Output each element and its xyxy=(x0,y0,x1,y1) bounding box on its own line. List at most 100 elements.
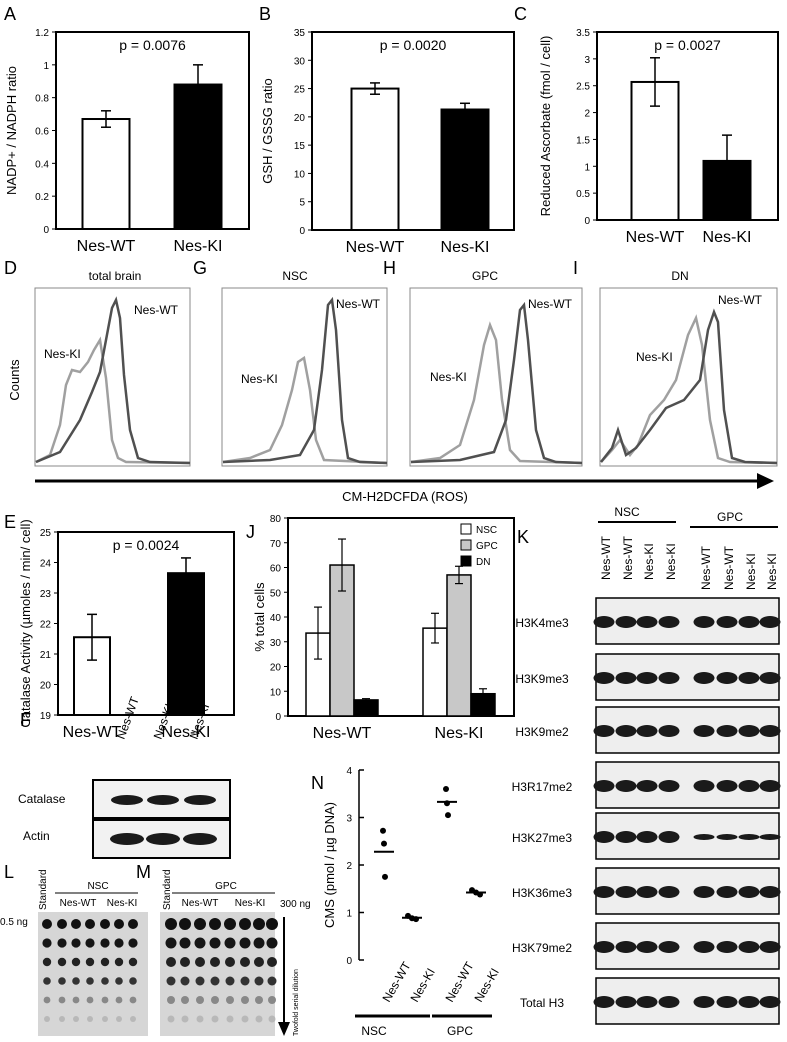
y-axis-label: % total cells xyxy=(252,582,267,652)
legend-label: DN xyxy=(476,557,490,568)
dot xyxy=(57,938,67,948)
dot xyxy=(85,919,95,929)
western-f-row-catalase: Catalase xyxy=(18,792,66,806)
western-k-band xyxy=(615,886,637,898)
dotblot-m-membrane xyxy=(160,912,275,1036)
dot xyxy=(71,957,81,967)
legend-label: GPC xyxy=(476,541,498,552)
western-k-band xyxy=(593,996,615,1008)
dot xyxy=(100,938,110,948)
western-k-band xyxy=(759,780,781,792)
y-axis-label: Reduced Ascorbate (fmol / cell) xyxy=(538,36,553,217)
y-tick-label: 3 xyxy=(346,814,352,825)
dot xyxy=(254,957,264,967)
y-tick-label: 1.5 xyxy=(576,135,590,146)
dot xyxy=(166,957,176,967)
flow-g-frame xyxy=(221,287,388,467)
western-k-row-label: H3K27me3 xyxy=(512,831,572,845)
dot xyxy=(102,1016,108,1022)
p-value: p = 0.0027 xyxy=(654,37,721,53)
western-k-band xyxy=(693,996,715,1008)
dot xyxy=(101,977,109,985)
western-k-band xyxy=(636,780,658,792)
y-tick-label: 2 xyxy=(346,861,352,872)
western-k-band xyxy=(738,725,760,737)
western-k-lane-label: Nes-KI xyxy=(744,553,758,590)
western-k-group-gpc: GPC xyxy=(717,510,743,524)
panel-letter-a: A xyxy=(4,4,16,24)
category-label: Nes-WT xyxy=(626,229,685,246)
dot xyxy=(240,957,250,967)
dot xyxy=(130,1016,136,1022)
y-axis-label: Catalase Activity (µmoles / min/ cell) xyxy=(18,519,33,727)
y-tick-label: 19 xyxy=(40,711,52,722)
category-label: Nes-WT xyxy=(346,239,405,256)
flow-d-wt-label: Nes-WT xyxy=(134,303,179,317)
western-k-band xyxy=(593,886,615,898)
western-k-band xyxy=(615,831,637,843)
western-k-band xyxy=(738,941,760,953)
western-k-row-label: H3K9me2 xyxy=(515,725,569,739)
western-f-lane-1: Nes-WT xyxy=(114,694,142,741)
dot xyxy=(195,957,205,967)
western-f-band xyxy=(183,833,217,845)
p-value: p = 0.0020 xyxy=(380,37,447,53)
dot xyxy=(211,996,219,1004)
legend-swatch xyxy=(460,555,472,567)
y-tick-label: 1 xyxy=(346,909,352,920)
dot xyxy=(42,957,52,967)
western-k-band xyxy=(636,672,658,684)
y-tick-label: 35 xyxy=(294,28,306,39)
y-tick-label: 20 xyxy=(294,113,306,124)
dot xyxy=(180,957,190,967)
flow-g-wt-label: Nes-WT xyxy=(336,297,381,311)
dot xyxy=(266,918,278,930)
dot xyxy=(85,938,95,948)
dot xyxy=(43,977,51,985)
y-tick-label: 2.5 xyxy=(576,82,590,93)
western-k-band xyxy=(636,725,658,737)
western-k-band xyxy=(615,941,637,953)
y-tick-label: 0.6 xyxy=(35,127,49,138)
y-tick-label: 10 xyxy=(270,687,282,698)
dot xyxy=(181,1015,189,1023)
panel-letter-n: N xyxy=(311,773,324,793)
dot xyxy=(58,977,66,985)
bar xyxy=(446,574,472,717)
flow-i-wt-curve xyxy=(600,308,778,465)
flow-g-ki-label: Nes-KI xyxy=(241,372,278,386)
western-k-band xyxy=(658,831,680,843)
panel-letter-j: J xyxy=(246,522,255,542)
western-k-band xyxy=(716,616,738,628)
flow-h-wt-label: Nes-WT xyxy=(528,297,573,311)
western-k-band xyxy=(738,672,760,684)
western-k-band xyxy=(636,886,658,898)
plot-frame xyxy=(311,31,515,231)
dot xyxy=(167,1015,175,1023)
western-k-band xyxy=(759,616,781,628)
y-tick-label: 20 xyxy=(40,681,52,692)
dot xyxy=(239,918,251,930)
dot xyxy=(129,977,137,985)
y-tick-label: 0.4 xyxy=(35,159,49,170)
dot xyxy=(128,938,138,948)
y-tick-label: 20 xyxy=(270,663,282,674)
dot xyxy=(179,918,191,930)
legend-label: NSC xyxy=(476,525,497,536)
flow-d-wt-curve xyxy=(35,296,191,465)
western-k-row-label: H3R17me2 xyxy=(512,780,573,794)
y-tick-label: 0.2 xyxy=(35,192,49,203)
dot xyxy=(254,976,264,986)
data-point xyxy=(381,840,387,847)
flow-h-frame xyxy=(409,287,583,467)
flow-i-wt-label: Nes-WT xyxy=(718,293,763,307)
group-label: GPC xyxy=(447,1024,473,1038)
y-tick-label: 60 xyxy=(270,564,282,575)
western-k-row-label: Total H3 xyxy=(520,996,564,1010)
y-tick-label: 30 xyxy=(294,56,306,67)
western-k-band xyxy=(693,725,715,737)
dotblot-m-group: GPC xyxy=(215,881,237,892)
dot xyxy=(210,957,220,967)
y-tick-label: 10 xyxy=(294,169,306,180)
ros-axis-arrowhead xyxy=(757,473,774,489)
